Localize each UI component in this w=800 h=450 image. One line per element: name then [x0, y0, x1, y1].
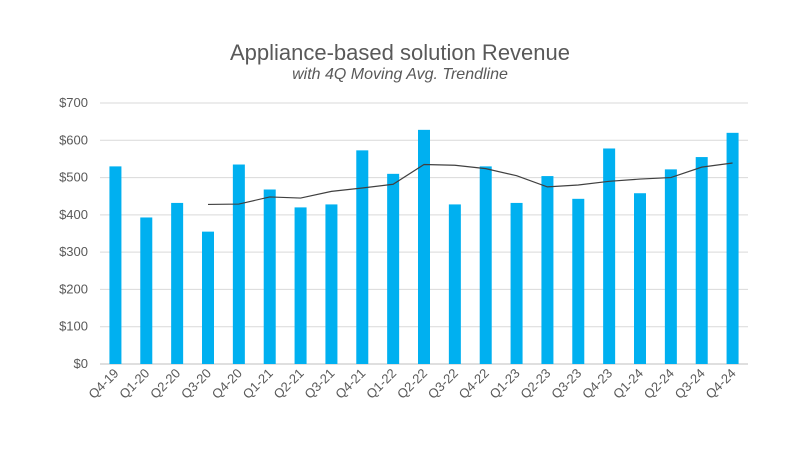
- bar: [294, 207, 307, 364]
- x-tick-label: Q2-23: [517, 366, 553, 402]
- bar: [171, 202, 184, 364]
- chart-title: Appliance-based solution Revenue: [229, 40, 570, 65]
- bar: [541, 176, 554, 364]
- x-tick-label: Q4-19: [85, 366, 121, 402]
- y-tick-label: $100: [59, 319, 88, 334]
- bar: [664, 169, 677, 364]
- bar: [510, 202, 523, 364]
- y-tick-label: $700: [59, 95, 88, 110]
- x-tick-label: Q4-24: [703, 366, 739, 402]
- y-tick-label: $500: [59, 170, 88, 185]
- bar: [634, 193, 646, 364]
- bar: [726, 132, 739, 364]
- x-tick-label: Q3-23: [548, 366, 584, 402]
- y-tick-label: $200: [59, 281, 88, 296]
- x-tick-label: Q2-21: [271, 366, 307, 402]
- bar: [387, 173, 400, 364]
- bar: [448, 204, 461, 364]
- bar: [140, 217, 153, 364]
- bar: [356, 150, 369, 364]
- bar: [232, 164, 245, 364]
- bar: [479, 166, 492, 364]
- bar: [603, 148, 616, 364]
- bar: [695, 157, 708, 364]
- bar: [418, 129, 430, 364]
- trendline: [207, 162, 733, 206]
- x-tick-label: Q4-20: [209, 366, 245, 402]
- x-tick-label: Q4-22: [456, 366, 492, 402]
- bar: [202, 231, 214, 364]
- trendline-series: [207, 162, 733, 206]
- x-tick-label: Q1-20: [116, 366, 152, 402]
- x-tick-label: Q3-20: [178, 366, 214, 402]
- x-tick-label: Q2-22: [394, 366, 430, 402]
- bar: [263, 189, 276, 364]
- bar: [109, 166, 122, 364]
- y-tick-label: $300: [59, 244, 88, 259]
- x-tick-label: Q1-24: [610, 366, 646, 402]
- x-tick-label: Q3-24: [672, 366, 708, 402]
- x-tick-label: Q3-21: [301, 366, 337, 402]
- x-tick-label: Q1-22: [363, 366, 399, 402]
- x-tick-label: Q4-21: [332, 366, 368, 402]
- bars: [109, 129, 739, 364]
- y-axis-ticks: $0 $100 $200 $300 $400 $500 $600 $700: [59, 95, 88, 371]
- y-tick-label: $600: [59, 132, 88, 147]
- bar: [325, 204, 338, 364]
- y-tick-label: $400: [59, 207, 88, 222]
- x-axis-ticks: Q4-19Q1-20Q2-20Q3-20Q4-20Q1-21Q2-21Q3-21…: [85, 366, 738, 402]
- x-tick-label: Q3-22: [425, 366, 461, 402]
- x-tick-label: Q1-21: [240, 366, 276, 402]
- bar: [572, 198, 585, 364]
- x-tick-label: Q1-23: [487, 366, 523, 402]
- x-tick-label: Q2-24: [641, 366, 677, 402]
- chart-subtitle: with 4Q Moving Avg. Trendline: [292, 66, 508, 83]
- x-tick-label: Q2-20: [147, 366, 183, 402]
- x-tick-label: Q4-23: [579, 366, 615, 402]
- y-tick-label: $0: [74, 356, 88, 371]
